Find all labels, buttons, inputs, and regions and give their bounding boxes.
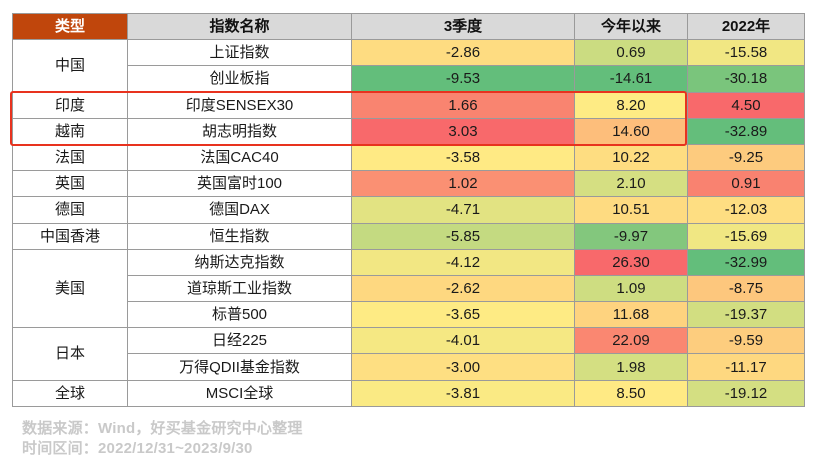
region-cell: 中国香港: [12, 222, 128, 250]
ytd-return-cell: -9.97: [574, 222, 688, 250]
q3-return-cell: -3.65: [351, 301, 575, 329]
table-row: 越南 胡志明指数 3.03 14.60 -32.89: [12, 117, 805, 145]
header-index-name: 指数名称: [127, 12, 352, 41]
table-row: 万得QDII基金指数 -3.00 1.98 -11.17: [13, 353, 805, 381]
index-name-cell: 英国富时100: [127, 170, 352, 198]
ytd-return-cell: 2.10: [574, 170, 688, 198]
index-name-cell: 胡志明指数: [127, 117, 352, 145]
ytd-return-cell: 26.30: [574, 248, 688, 276]
region-cell: 中国: [12, 39, 128, 93]
index-name-cell: 恒生指数: [127, 222, 352, 250]
y2022-return-cell: -12.03: [687, 196, 805, 224]
q3-return-cell: 1.02: [351, 170, 575, 198]
index-name-cell: 道琼斯工业指数: [127, 274, 352, 303]
ytd-return-cell: 1.98: [574, 353, 688, 381]
table-row: 德国 德国DAX -4.71 10.51 -12.03: [12, 196, 805, 224]
ytd-return-cell: 22.09: [574, 327, 688, 355]
index-name-cell: 法国CAC40: [127, 143, 352, 172]
y2022-return-cell: -32.89: [687, 117, 805, 145]
q3-return-cell: -2.62: [351, 274, 575, 303]
table-row: 中国香港 恒生指数 -5.85 -9.97 -15.69: [12, 222, 805, 250]
ytd-return-cell: 14.60: [574, 117, 688, 145]
period-note: 时间区间：2022/12/31~2023/9/30: [22, 440, 253, 457]
ytd-return-cell: 11.68: [574, 301, 688, 329]
q3-return-cell: -4.01: [351, 327, 575, 355]
index-name-cell: 万得QDII基金指数: [127, 353, 352, 381]
table-row: 中国 上证指数 -2.86 0.69 -15.58: [12, 39, 805, 93]
index-name-cell: 标普500: [127, 301, 352, 329]
header-q3: 3季度: [351, 12, 575, 41]
ytd-return-cell: 10.51: [574, 196, 688, 224]
q3-return-cell: -4.71: [351, 196, 575, 224]
region-cell: 越南: [12, 117, 128, 145]
table-row: 标普500 -3.65 11.68 -19.37: [13, 301, 805, 329]
y2022-return-cell: -32.99: [687, 248, 805, 276]
y2022-return-cell: -11.17: [687, 353, 805, 381]
table-row: 道琼斯工业指数 -2.62 1.09 -8.75: [13, 274, 805, 303]
ytd-return-cell: -14.61: [574, 65, 688, 93]
table-row: 全球 MSCI全球 -3.81 8.50 -19.12: [12, 379, 805, 407]
region-cell: 全球: [12, 379, 128, 407]
ytd-return-cell: 0.69: [574, 39, 688, 67]
index-performance-table: 类型 指数名称 3季度 今年以来 2022年 中国 上证指数 -2.86 0.69 -1…: [12, 12, 805, 407]
header-2022: 2022年: [687, 12, 805, 41]
table-row: 美国 纳斯达克指数 -4.12 26.30 -32.99: [12, 248, 805, 329]
y2022-return-cell: -9.59: [687, 327, 805, 355]
table-row: 印度 印度SENSEX30 1.66 8.20 4.50: [12, 91, 805, 119]
ytd-return-cell: 8.50: [574, 379, 688, 407]
table-row: 英国 英国富时100 1.02 2.10 0.91: [12, 170, 805, 198]
region-cell: 印度: [12, 91, 128, 119]
y2022-return-cell: -15.69: [687, 222, 805, 250]
header-ytd: 今年以来: [574, 12, 688, 41]
source-note: 数据来源：Wind，好买基金研究中心整理: [22, 420, 303, 437]
y2022-return-cell: -15.58: [687, 39, 805, 67]
q3-return-cell: 1.66: [351, 91, 575, 119]
index-name-cell: 日经225: [127, 327, 352, 355]
table-row: 日本 日经225 -4.01 22.09 -9.59: [12, 327, 805, 381]
q3-return-cell: -4.12: [351, 248, 575, 276]
q3-return-cell: -3.81: [351, 379, 575, 407]
ytd-return-cell: 1.09: [574, 274, 688, 303]
header-type: 类型: [12, 12, 128, 41]
table-body: 中国 上证指数 -2.86 0.69 -15.58 创业板指 -9.53 -14.61 -30.…: [12, 39, 805, 407]
y2022-return-cell: -8.75: [687, 274, 805, 303]
q3-return-cell: -3.00: [351, 353, 575, 381]
y2022-return-cell: -19.37: [687, 301, 805, 329]
ytd-return-cell: 8.20: [574, 91, 688, 119]
y2022-return-cell: 4.50: [687, 91, 805, 119]
q3-return-cell: 3.03: [351, 117, 575, 145]
region-cell: 德国: [12, 196, 128, 224]
table-row: 创业板指 -9.53 -14.61 -30.18: [13, 65, 805, 93]
q3-return-cell: -3.58: [351, 143, 575, 172]
region-cell: 美国: [12, 248, 128, 329]
index-name-cell: 印度SENSEX30: [127, 91, 352, 119]
index-name-cell: 创业板指: [127, 65, 352, 93]
index-name-cell: 德国DAX: [127, 196, 352, 224]
q3-return-cell: -2.86: [351, 39, 575, 67]
q3-return-cell: -5.85: [351, 222, 575, 250]
y2022-return-cell: -9.25: [687, 143, 805, 172]
q3-return-cell: -9.53: [351, 65, 575, 93]
header-row: 类型 指数名称 3季度 今年以来 2022年: [12, 12, 805, 41]
y2022-return-cell: 0.91: [687, 170, 805, 198]
y2022-return-cell: -30.18: [687, 65, 805, 93]
region-cell: 英国: [12, 170, 128, 198]
region-cell: 法国: [12, 143, 128, 172]
index-name-cell: 上证指数: [127, 39, 352, 67]
index-name-cell: MSCI全球: [127, 379, 352, 407]
region-cell: 日本: [12, 327, 128, 381]
table-row: 法国 法国CAC40 -3.58 10.22 -9.25: [12, 143, 805, 172]
index-name-cell: 纳斯达克指数: [127, 248, 352, 276]
y2022-return-cell: -19.12: [687, 379, 805, 407]
ytd-return-cell: 10.22: [574, 143, 688, 172]
